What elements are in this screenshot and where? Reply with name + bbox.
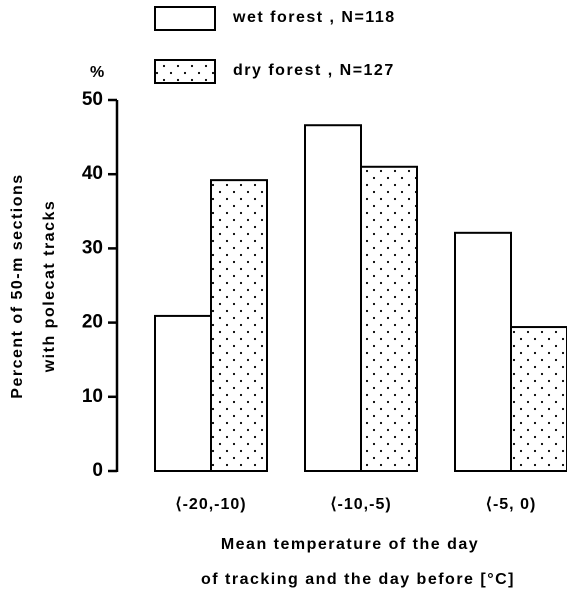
bar — [510, 326, 567, 472]
bar — [304, 124, 362, 472]
legend-label: dry forest , N=127 — [233, 62, 395, 79]
x-tick-label: ⟨-20,-10) — [175, 496, 246, 513]
legend-label: wet forest , N=118 — [232, 9, 396, 26]
y-tick-label: 50 — [82, 89, 103, 110]
y-tick-label: 20 — [82, 312, 103, 333]
bar — [360, 165, 418, 472]
x-tick-label: ⟨-10,-5) — [330, 496, 391, 513]
y-tick-label: 10 — [82, 386, 103, 407]
x-axis-label: Mean temperature of the day — [221, 536, 479, 553]
bar — [154, 314, 212, 472]
y-axis-label: Percent of 50-m sections — [9, 173, 26, 398]
x-axis-label: of tracking and the day before [°C] — [201, 571, 515, 588]
y-tick-label: 40 — [82, 163, 103, 184]
y-axis-label: with polecat tracks — [41, 200, 58, 374]
y-tick-label: 0 — [92, 460, 103, 481]
legend-swatch — [154, 59, 216, 84]
unit-label: % — [90, 64, 106, 81]
y-tick-label: 30 — [82, 237, 103, 258]
legend-swatch — [154, 6, 216, 31]
x-tick-label: ⟨-5, 0) — [486, 496, 537, 513]
bar — [210, 179, 268, 473]
bar — [454, 231, 512, 472]
